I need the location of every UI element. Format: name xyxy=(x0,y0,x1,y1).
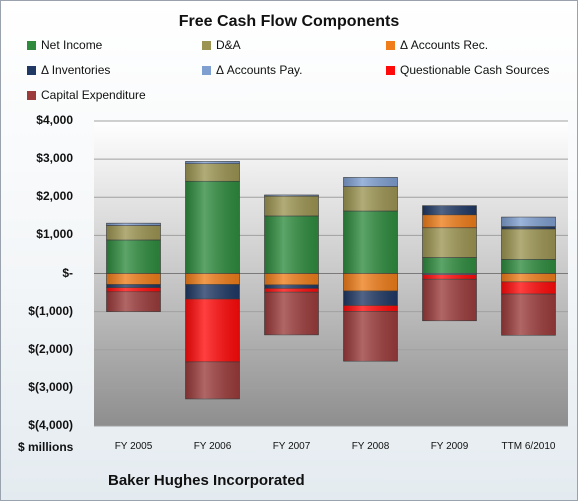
bar-segment-shading xyxy=(185,161,240,164)
legend-item-accounts-pay: Δ Accounts Pay. xyxy=(202,63,303,77)
bar-segment-shading xyxy=(343,210,398,274)
bar-segment-shading xyxy=(501,217,556,227)
y-tick-label: $4,000 xyxy=(36,113,73,127)
bar-segment-shading xyxy=(106,291,161,312)
x-tick-label: FY 2008 xyxy=(351,441,390,452)
y-tick-label: $1,000 xyxy=(36,227,73,242)
bar-segment-shading xyxy=(422,279,477,321)
legend-swatch xyxy=(202,66,211,75)
bar-segment-shading xyxy=(343,305,398,312)
chart-title: Free Cash Flow Components xyxy=(178,13,400,30)
legend-swatch xyxy=(27,91,36,100)
legend-item-net-income: Net Income xyxy=(27,38,102,52)
bar-segment-shading xyxy=(106,287,161,292)
legend-item-inventories: Δ Inventories xyxy=(27,63,110,77)
bar-segment-shading xyxy=(264,215,319,274)
legend-swatch xyxy=(386,41,395,50)
bar-segment-shading xyxy=(501,226,556,229)
legend-label: D&A xyxy=(216,38,241,52)
legend-item-d-and-a: D&A xyxy=(202,38,241,52)
bar-segment-shading xyxy=(422,214,477,228)
bar-segment-shading xyxy=(422,227,477,258)
bar-segment-shading xyxy=(106,225,161,240)
y-tick-label: $(3,000) xyxy=(28,379,73,394)
bar-segment-shading xyxy=(185,181,240,274)
y-tick-label: $2,000 xyxy=(36,189,73,204)
legend-label: Net Income xyxy=(41,38,103,52)
bar-segment-shading xyxy=(343,186,398,211)
bar-segment-shading xyxy=(106,223,161,226)
legend-swatch xyxy=(386,66,395,75)
bar-segment-shading xyxy=(501,228,556,260)
legend-label: Capital Expenditure xyxy=(41,88,146,102)
bar-segment-shading xyxy=(501,281,556,295)
legend-label: Δ Inventories xyxy=(41,63,111,77)
bar-segment-shading xyxy=(106,284,161,288)
unit-label: $ millions xyxy=(18,440,74,454)
bar-segment-shading xyxy=(264,273,319,285)
y-tick-label: $(2,000) xyxy=(28,341,73,356)
bars xyxy=(106,161,556,400)
bar-segment-shading xyxy=(422,205,477,215)
x-tick-label: TTM 6/2010 xyxy=(501,441,556,452)
x-tick-label: FY 2009 xyxy=(430,441,469,452)
bar-segment-shading xyxy=(422,273,477,275)
bar-segment-shading xyxy=(185,299,240,362)
bar-segment-shading xyxy=(264,196,319,216)
bar-segment-shading xyxy=(185,284,240,300)
x-tick-label: FY 2006 xyxy=(193,441,232,452)
bar-segment-shading xyxy=(264,284,319,289)
legend-label: Questionable Cash Sources xyxy=(400,63,550,77)
y-tick-label: $(4,000) xyxy=(28,418,73,432)
x-tick-label: FY 2005 xyxy=(114,441,153,452)
bar-segment-shading xyxy=(106,273,161,285)
legend-item-capital-expenditure: Capital Expenditure xyxy=(27,88,146,102)
legend-label: Δ Accounts Rec. xyxy=(400,38,489,52)
y-tick-label: $- xyxy=(62,265,73,280)
legend-item-questionable-cash: Questionable Cash Sources xyxy=(386,63,549,77)
bar-segment-shading xyxy=(422,257,477,274)
bar-segment-shading xyxy=(106,239,161,274)
bar-segment-shading xyxy=(422,274,477,280)
company-name: Baker Hughes Incorporated xyxy=(108,472,305,489)
bar-segment-shading xyxy=(185,163,240,182)
legend-swatch xyxy=(27,66,36,75)
y-tick-label: $3,000 xyxy=(36,151,73,166)
bar-segment-shading xyxy=(501,294,556,336)
bar-segment-shading xyxy=(343,311,398,362)
bar-segment-shading xyxy=(501,259,556,274)
bar-segment-shading xyxy=(343,273,398,292)
y-tick-label: $(1,000) xyxy=(28,303,73,318)
bar-segment-shading xyxy=(264,194,319,197)
legend-swatch xyxy=(27,41,36,50)
legend-swatch xyxy=(202,41,211,50)
bar-segment-shading xyxy=(185,361,240,399)
bar-segment-shading xyxy=(264,288,319,293)
bar-segment-shading xyxy=(501,273,556,282)
bar-segment-shading xyxy=(264,292,319,335)
bar-segment-shading xyxy=(343,291,398,306)
gridlines xyxy=(94,120,568,427)
bar-segment-shading xyxy=(185,273,240,285)
x-tick-label: FY 2007 xyxy=(272,441,311,452)
legend-label: Δ Accounts Pay. xyxy=(216,63,303,77)
bar-segment-shading xyxy=(343,177,398,187)
legend-item-accounts-rec: Δ Accounts Rec. xyxy=(386,38,488,52)
